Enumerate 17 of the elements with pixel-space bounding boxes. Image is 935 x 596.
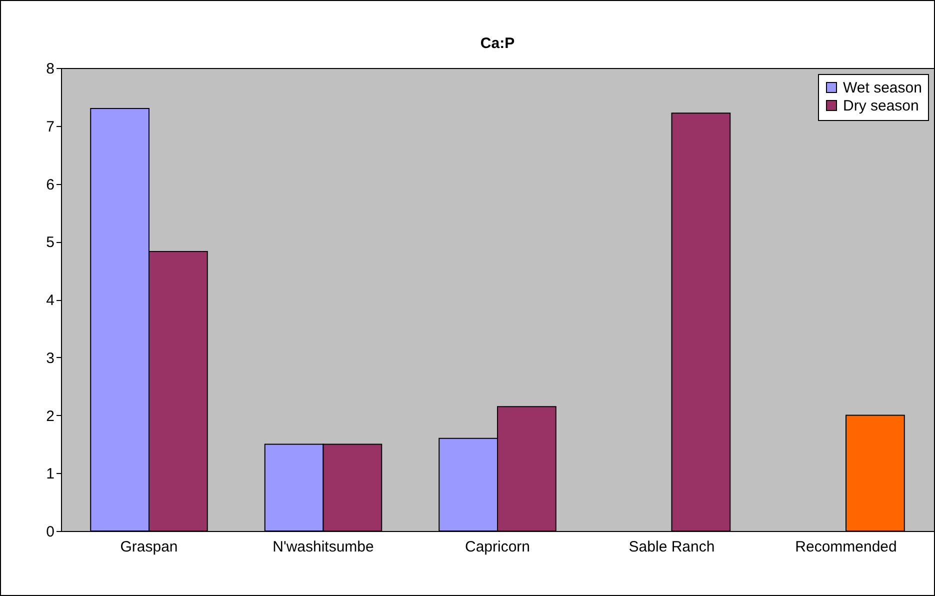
x-tick-label: Recommended bbox=[795, 538, 897, 556]
legend-label: Wet season bbox=[843, 80, 922, 96]
y-tick-label: 1 bbox=[46, 466, 54, 483]
x-tick-label: N'washitsumbe bbox=[272, 538, 374, 556]
y-tick-label: 8 bbox=[46, 60, 54, 78]
x-tick-label: Capricorn bbox=[464, 538, 530, 556]
y-tick-label: 5 bbox=[46, 234, 54, 252]
y-tick-label: 0 bbox=[46, 524, 54, 540]
legend-label: Dry season bbox=[843, 98, 919, 114]
y-tick-label: 3 bbox=[46, 350, 54, 367]
y-tick-label: 2 bbox=[46, 408, 54, 425]
chart-title: Ca:P bbox=[480, 35, 515, 52]
x-tick-label: Sable Ranch bbox=[628, 538, 715, 556]
y-tick-label: 4 bbox=[46, 292, 54, 309]
y-tick-label: 7 bbox=[46, 118, 54, 136]
x-tick-label: Graspan bbox=[120, 538, 178, 556]
y-tick-label: 6 bbox=[46, 176, 54, 194]
